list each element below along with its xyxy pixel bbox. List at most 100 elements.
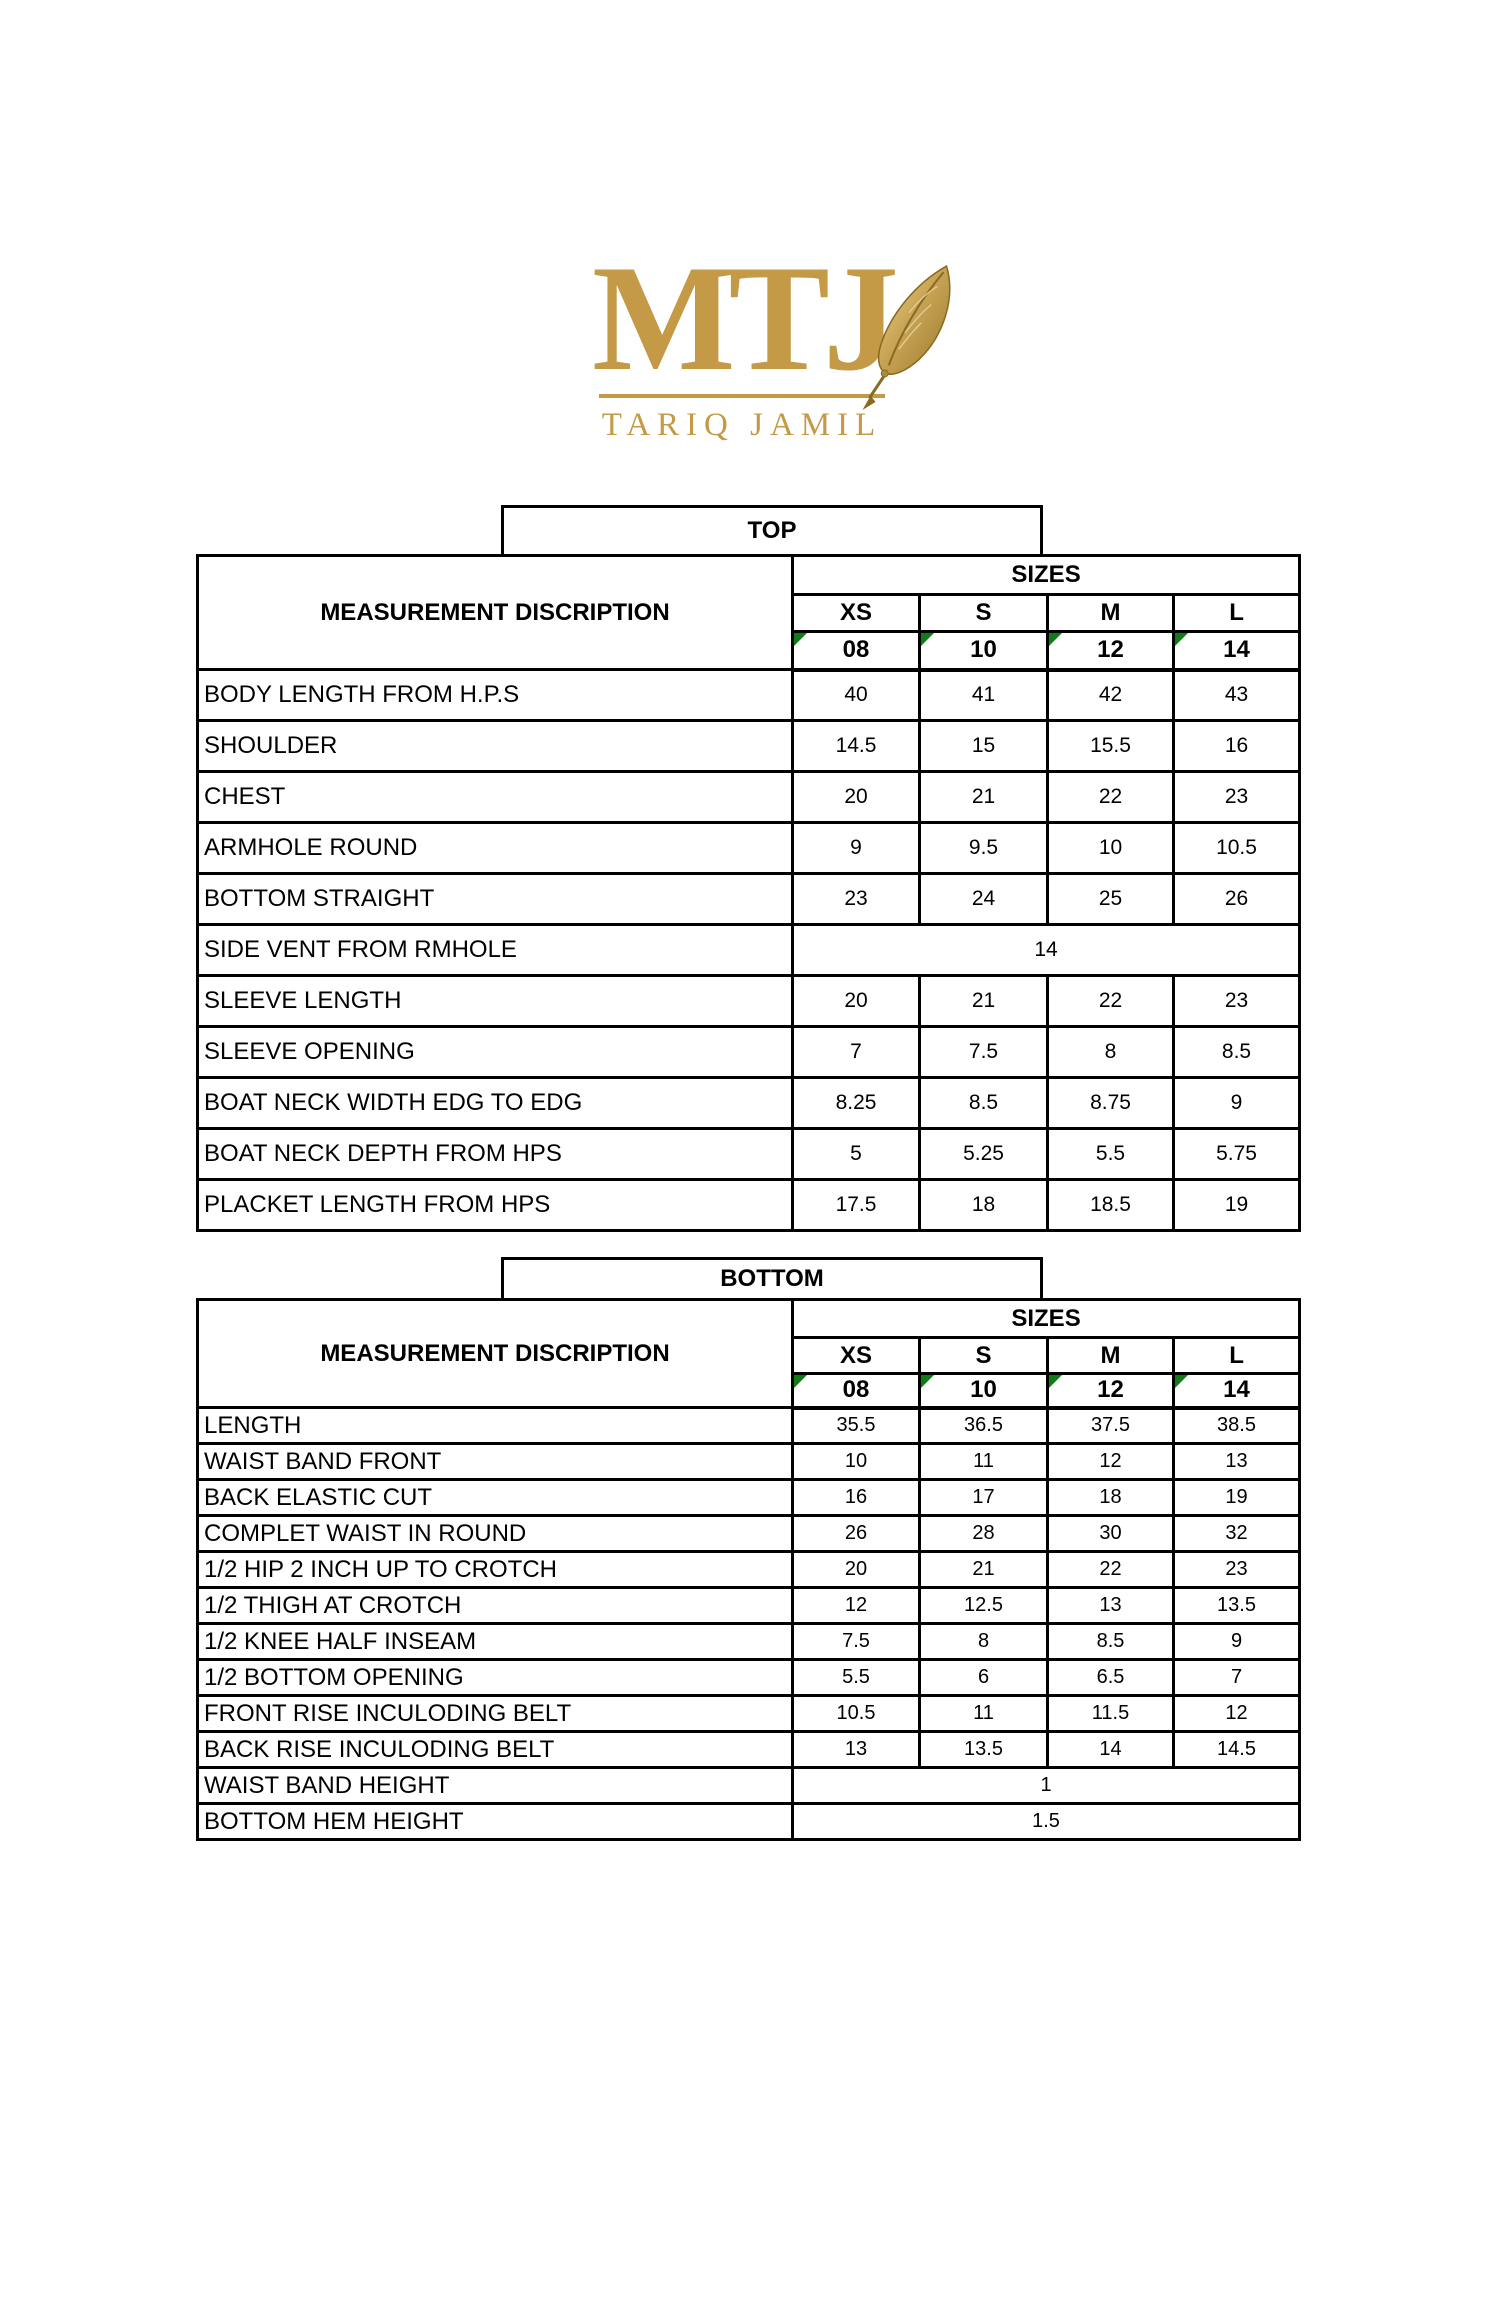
- value-cell: 8: [918, 1622, 1049, 1661]
- row-label: 1/2 KNEE HALF INSEAM: [196, 1622, 794, 1661]
- value-cell: 40: [791, 668, 921, 722]
- value-cell: 7.5: [791, 1622, 921, 1661]
- merged-value-cell: 14: [790, 923, 1302, 977]
- value-cell: 21: [918, 974, 1049, 1028]
- value-cell: 10: [791, 1442, 921, 1481]
- sizes-header: SIZES: [790, 1298, 1302, 1339]
- measurement-description-header: MEASUREMENT DISCRIPTION: [196, 1298, 794, 1409]
- size-label-l: L: [1171, 1336, 1302, 1375]
- value-cell: 38.5: [1171, 1406, 1302, 1445]
- value-cell: 12: [791, 1586, 921, 1625]
- value-cell: 10.5: [1171, 821, 1302, 875]
- value-cell: 23: [791, 872, 921, 926]
- value-cell: 16: [791, 1478, 921, 1517]
- value-cell: 11: [918, 1442, 1049, 1481]
- value-cell: 23: [1171, 974, 1302, 1028]
- row-label: 1/2 BOTTOM OPENING: [196, 1658, 794, 1697]
- value-cell: 9.5: [918, 821, 1049, 875]
- value-cell: 13: [1171, 1442, 1302, 1481]
- value-cell: 32: [1171, 1514, 1302, 1553]
- size-label-l: L: [1171, 593, 1302, 633]
- value-cell: 5: [791, 1127, 921, 1181]
- size-number: 10: [970, 1376, 997, 1404]
- row-label: WAIST BAND FRONT: [196, 1442, 794, 1481]
- bottom-size-table: MEASUREMENT DISCRIPTION SIZES XS S M L 08 10 12 1…: [196, 1298, 1302, 1841]
- value-cell: 5.5: [791, 1658, 921, 1697]
- value-cell: 19: [1171, 1478, 1302, 1517]
- value-cell: 20: [791, 974, 921, 1028]
- value-cell: 8: [1046, 1025, 1175, 1079]
- value-cell: 18.5: [1046, 1178, 1175, 1232]
- size-number: 14: [1223, 636, 1250, 664]
- green-corner-triangle-icon: [922, 634, 934, 646]
- quill-feather-icon: [862, 264, 951, 410]
- brand-subtitle: TARIQ JAMIL: [601, 406, 883, 443]
- section-label-bottom: BOTTOM: [501, 1257, 1043, 1301]
- value-cell: 24: [918, 872, 1049, 926]
- value-cell: 13: [1046, 1586, 1175, 1625]
- row-label: BACK RISE INCULODING BELT: [196, 1730, 794, 1769]
- row-label: SHOULDER: [196, 719, 794, 773]
- size-number-cell: 10: [918, 630, 1049, 672]
- value-cell: 6: [918, 1658, 1049, 1697]
- value-cell: 6.5: [1046, 1658, 1175, 1697]
- size-number-cell: 12: [1046, 630, 1175, 672]
- value-cell: 7.5: [918, 1025, 1049, 1079]
- green-corner-triangle-icon: [1176, 1376, 1188, 1388]
- row-label: BOTTOM STRAIGHT: [196, 872, 794, 926]
- row-label: BOTTOM HEM HEIGHT: [196, 1802, 794, 1841]
- value-cell: 26: [1171, 872, 1302, 926]
- value-cell: 17: [918, 1478, 1049, 1517]
- value-cell: 5.75: [1171, 1127, 1302, 1181]
- size-number-cell: 12: [1046, 1372, 1175, 1410]
- value-cell: 9: [1171, 1076, 1302, 1130]
- size-label-s: S: [918, 593, 1049, 633]
- logo-underline: [599, 393, 885, 398]
- row-label: BACK ELASTIC CUT: [196, 1478, 794, 1517]
- value-cell: 41: [918, 668, 1049, 722]
- row-label: PLACKET LENGTH FROM HPS: [196, 1178, 794, 1232]
- row-label: ARMHOLE ROUND: [196, 821, 794, 875]
- size-number: 12: [1097, 636, 1124, 664]
- value-cell: 13: [791, 1730, 921, 1769]
- value-cell: 14.5: [1171, 1730, 1302, 1769]
- section-label-top: TOP: [501, 505, 1043, 557]
- value-cell: 37.5: [1046, 1406, 1175, 1445]
- value-cell: 17.5: [791, 1178, 921, 1232]
- value-cell: 22: [1046, 1550, 1175, 1589]
- row-label: BOAT NECK DEPTH FROM HPS: [196, 1127, 794, 1181]
- row-label: CHEST: [196, 770, 794, 824]
- value-cell: 35.5: [791, 1406, 921, 1445]
- value-cell: 30: [1046, 1514, 1175, 1553]
- row-label: BODY LENGTH FROM H.P.S: [196, 668, 794, 722]
- value-cell: 43: [1171, 668, 1302, 722]
- value-cell: 8.25: [791, 1076, 921, 1130]
- value-cell: 5.25: [918, 1127, 1049, 1181]
- row-label: FRONT RISE INCULODING BELT: [196, 1694, 794, 1733]
- size-number-cell: 10: [918, 1372, 1049, 1410]
- row-label: 1/2 HIP 2 INCH UP TO CROTCH: [196, 1550, 794, 1589]
- value-cell: 10.5: [791, 1694, 921, 1733]
- size-number-cell: 14: [1171, 1372, 1302, 1410]
- merged-value-cell: 1.5: [790, 1802, 1302, 1841]
- green-corner-triangle-icon: [1050, 634, 1062, 646]
- green-corner-triangle-icon: [795, 634, 807, 646]
- value-cell: 11: [918, 1694, 1049, 1733]
- value-cell: 8.5: [918, 1076, 1049, 1130]
- value-cell: 15.5: [1046, 719, 1175, 773]
- size-label-xs: XS: [791, 593, 921, 633]
- size-number-cell: 08: [791, 630, 921, 672]
- merged-value-cell: 1: [790, 1766, 1302, 1805]
- value-cell: 12.5: [918, 1586, 1049, 1625]
- value-cell: 20: [791, 1550, 921, 1589]
- value-cell: 21: [918, 770, 1049, 824]
- value-cell: 22: [1046, 770, 1175, 824]
- value-cell: 42: [1046, 668, 1175, 722]
- sizes-header: SIZES: [790, 554, 1302, 596]
- size-number-cell: 08: [791, 1372, 921, 1410]
- value-cell: 8.5: [1046, 1622, 1175, 1661]
- value-cell: 19: [1171, 1178, 1302, 1232]
- value-cell: 12: [1046, 1442, 1175, 1481]
- value-cell: 11.5: [1046, 1694, 1175, 1733]
